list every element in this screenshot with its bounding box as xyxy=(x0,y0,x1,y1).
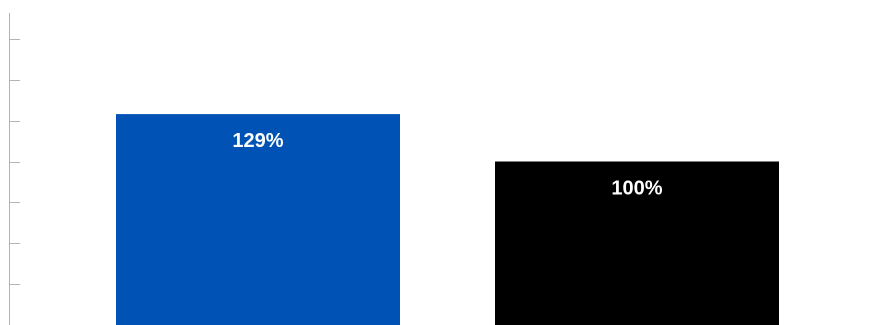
y-axis xyxy=(9,13,20,325)
data-labels: 129% 100% xyxy=(232,130,662,199)
bars xyxy=(116,114,779,325)
bar-2 xyxy=(495,161,779,325)
bar-1-value-label: 129% xyxy=(232,130,283,152)
bar-2-value-label: 100% xyxy=(611,178,662,200)
bar-1 xyxy=(116,114,400,325)
